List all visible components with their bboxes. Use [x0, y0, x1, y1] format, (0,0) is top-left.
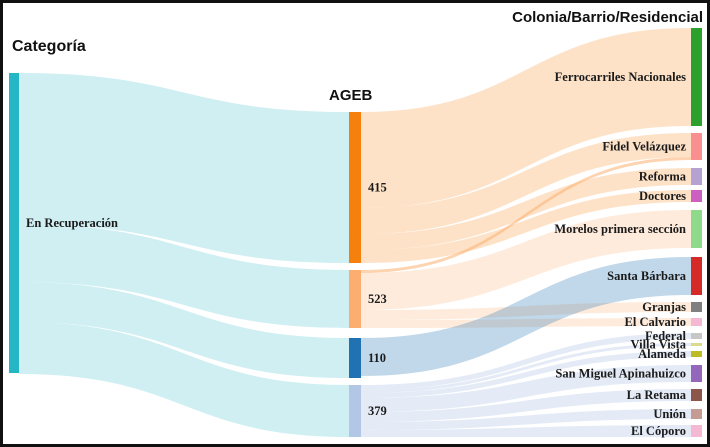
sankey-link-ageb_379-alameda: [361, 351, 691, 398]
node-label-el_coporo: El Cóporo: [631, 424, 686, 438]
sankey-link-ageb_415-reforma: [361, 168, 691, 250]
sankey-link-ageb_379-san_miguel: [361, 365, 691, 412]
sankey-link-ageb_379-federal: [361, 333, 691, 390]
node-label-ferrocarriles: Ferrocarriles Nacionales: [555, 70, 686, 84]
node-label-ageb_379: 379: [368, 404, 387, 418]
sankey-node-union: [691, 409, 702, 419]
sankey-link-ageb_523-granjas: [361, 302, 691, 320]
sankey-node-villa_vista: [691, 343, 702, 346]
node-label-el_calvario: El Calvario: [625, 315, 686, 329]
sankey-node-alameda: [691, 351, 702, 357]
node-label-granjas: Granjas: [642, 300, 686, 314]
sankey-link-en_recuperacion-ageb_523: [19, 224, 349, 328]
sankey-link-ageb_110-santa_barbara: [361, 257, 691, 376]
sankey-node-ageb_379: [349, 385, 361, 437]
sankey-link-ageb_523-morelos: [361, 210, 691, 310]
sankey-node-el_coporo: [691, 425, 702, 437]
sankey-node-ferrocarriles: [691, 28, 702, 126]
sankey-link-ageb_523-el_calvario: [361, 318, 691, 328]
sankey-link-ageb_379-union: [361, 409, 691, 430]
column-title-colonia: Colonia/Barrio/Residencial: [512, 9, 703, 26]
node-label-santa_barbara: Santa Bárbara: [607, 269, 687, 283]
sankey-link-ageb_415-fidel_velazquez: [361, 133, 691, 234]
sankey-node-reforma: [691, 168, 702, 185]
node-label-federal: Federal: [645, 329, 686, 343]
sankey-node-doctores: [691, 190, 702, 202]
sankey-link-ageb_379-villa_vista: [361, 343, 691, 393]
sankey-node-en_recuperacion: [9, 73, 19, 373]
sankey-node-san_miguel: [691, 365, 702, 382]
sankey-link-ageb_415-doctores: [361, 190, 691, 263]
column-title-categoria: Categoría: [12, 38, 86, 55]
sankey-node-fidel_velazquez: [691, 133, 702, 160]
sankey-link-ageb_379-la_retama: [361, 389, 691, 422]
sankey-node-santa_barbara: [691, 257, 702, 295]
node-label-doctores: Doctores: [639, 189, 686, 203]
node-label-en_recuperacion: En Recuperación: [26, 216, 118, 230]
node-label-ageb_523: 523: [368, 292, 387, 306]
column-title-ageb: AGEB: [329, 87, 373, 104]
sankey-node-federal: [691, 333, 702, 339]
node-label-san_miguel: San Miguel Apinahuizco: [555, 367, 686, 381]
sankey-node-el_calvario: [691, 318, 702, 326]
sankey-link-en_recuperacion-ageb_379: [19, 322, 349, 437]
sankey-node-la_retama: [691, 389, 702, 401]
sankey-link-ageb_523-fidel_velazquez: [361, 157, 691, 273]
sankey-node-morelos: [691, 210, 702, 248]
node-label-alameda: Alameda: [638, 347, 687, 361]
sankey-node-ageb_523: [349, 270, 361, 328]
sankey-link-ageb_379-el_coporo: [361, 425, 691, 437]
sankey-link-ageb_415-ferrocarriles: [361, 28, 691, 208]
sankey-node-ageb_415: [349, 112, 361, 263]
node-label-villa_vista: Villa Vista: [631, 338, 687, 352]
node-label-reforma: Reforma: [639, 170, 687, 184]
node-label-fidel_velazquez: Fidel Velázquez: [602, 140, 686, 154]
sankey-link-en_recuperacion-ageb_415: [19, 73, 349, 263]
sankey-node-ageb_110: [349, 338, 361, 378]
sankey-link-en_recuperacion-ageb_110: [19, 282, 349, 378]
sankey-node-granjas: [691, 302, 702, 312]
node-label-morelos: Morelos primera sección: [554, 222, 686, 236]
node-label-ageb_415: 415: [368, 181, 387, 195]
node-label-ageb_110: 110: [368, 351, 386, 365]
node-label-union: Unión: [653, 407, 686, 421]
node-label-la_retama: La Retama: [627, 388, 687, 402]
